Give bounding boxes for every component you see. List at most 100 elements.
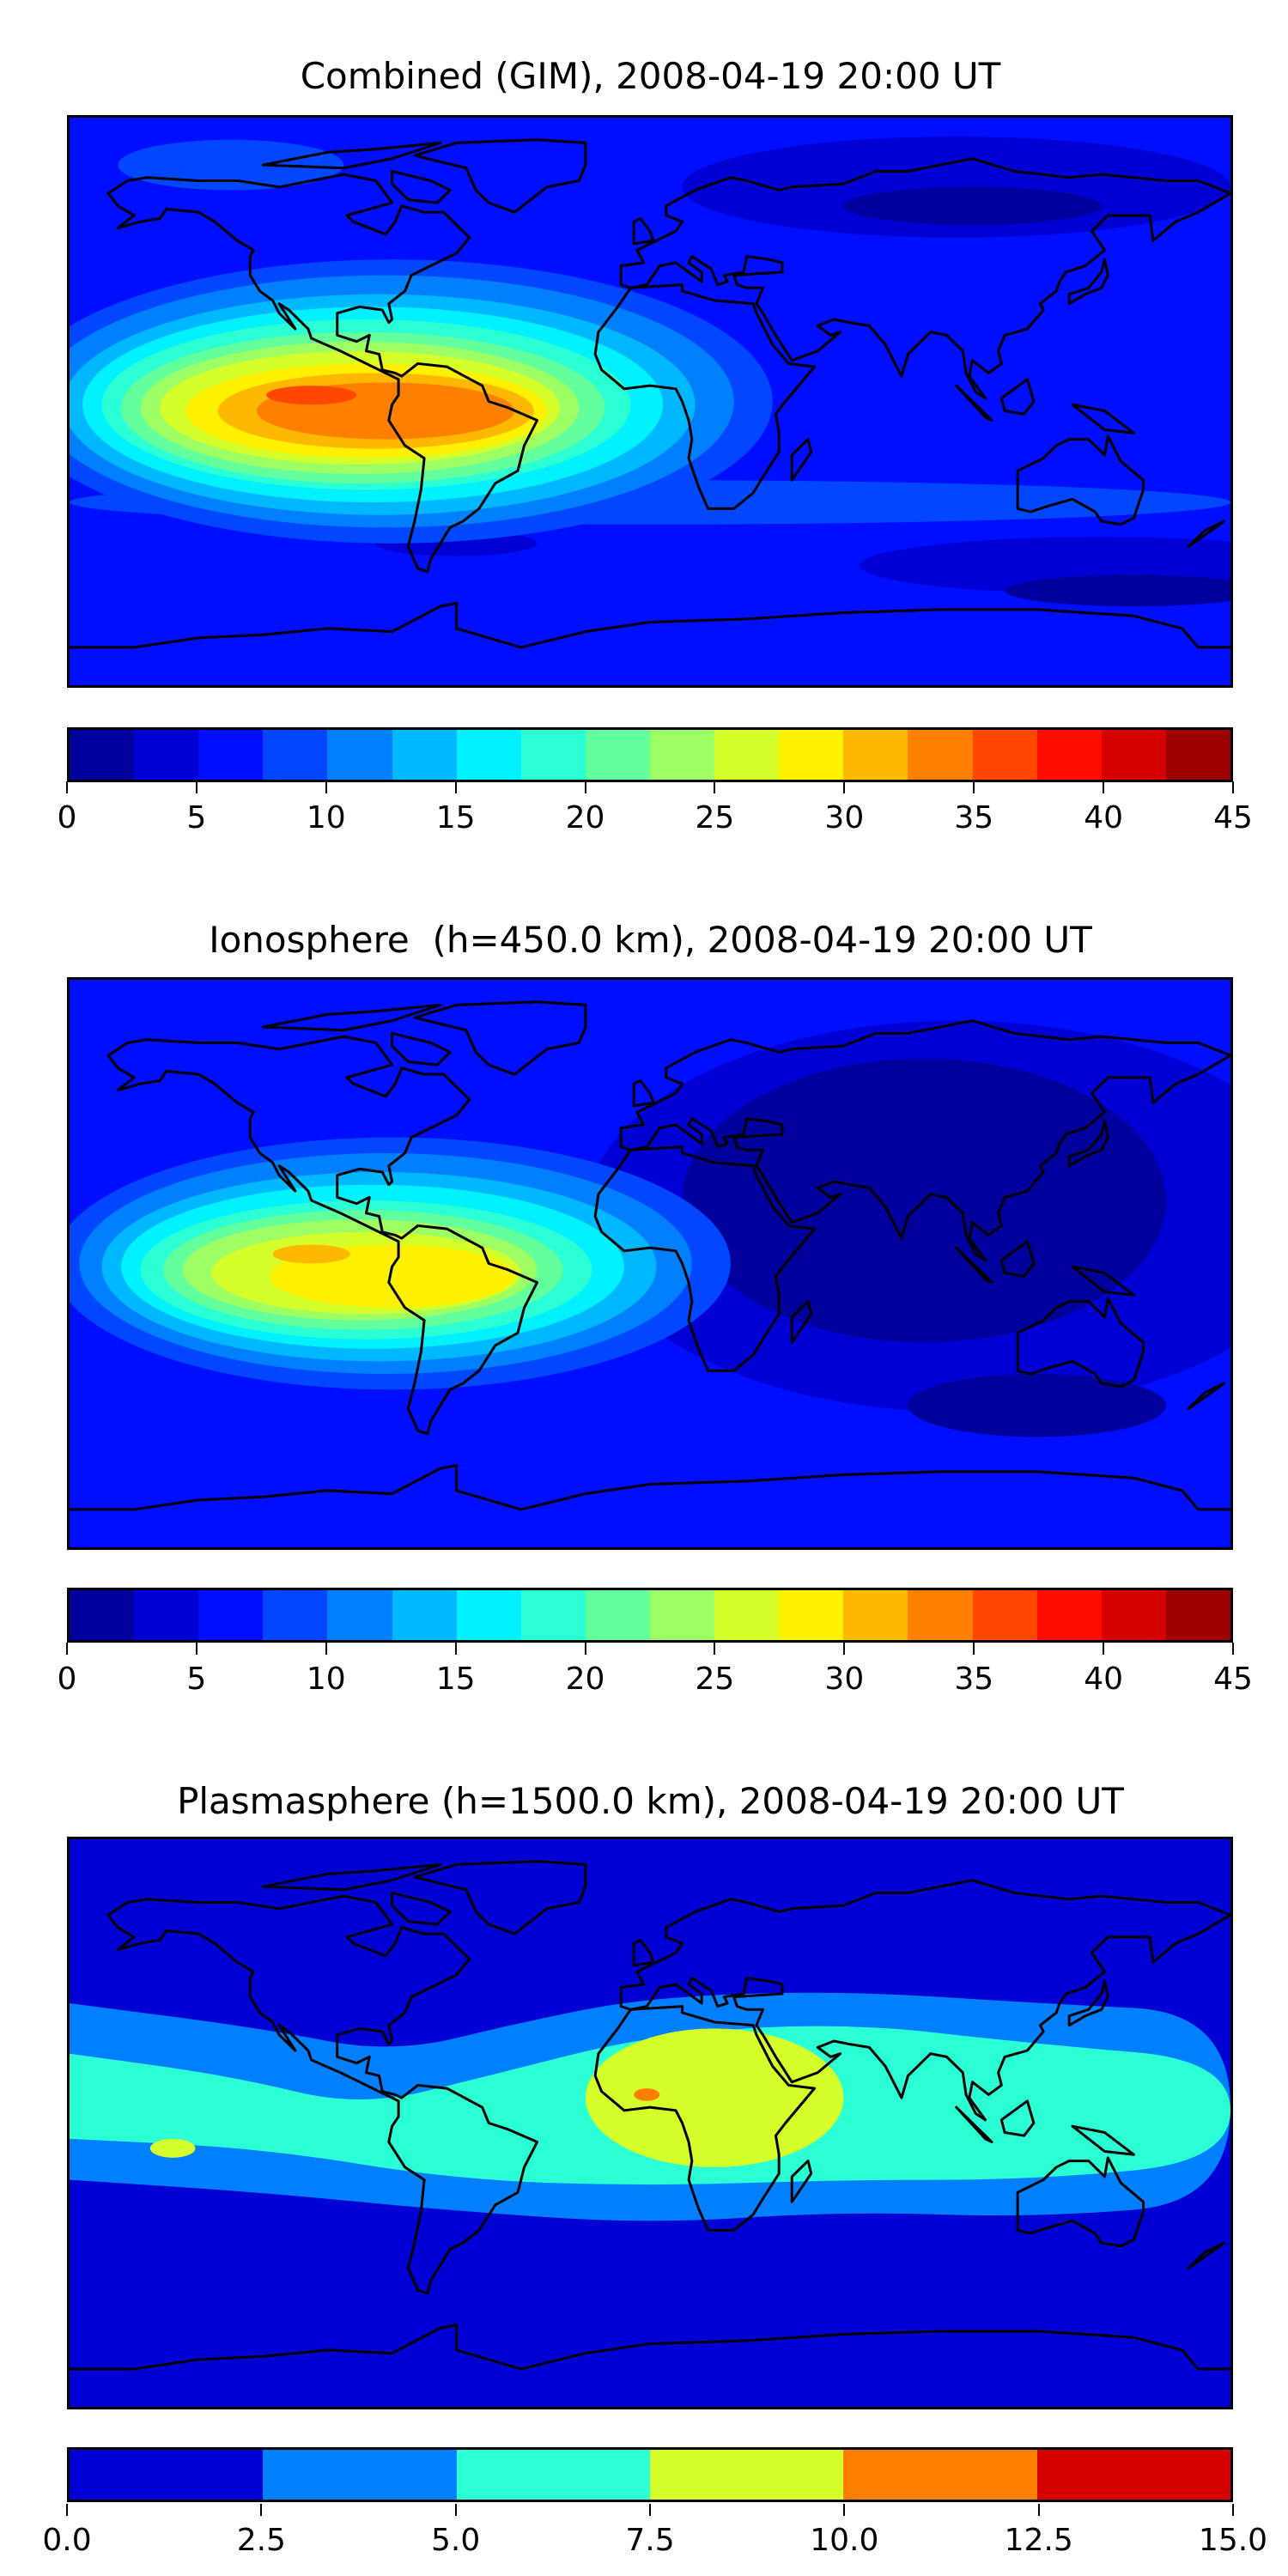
colorbar-segment	[263, 1590, 328, 1640]
colorbar-segment	[1036, 2450, 1230, 2500]
colorbar-segment	[585, 1590, 650, 1640]
map-plasmasphere	[67, 1837, 1233, 2409]
contour-region	[843, 186, 1102, 225]
colorbar-segment	[70, 1590, 135, 1640]
coastline-uk	[634, 1941, 653, 1965]
coastline-borneo	[1001, 2101, 1034, 2136]
colorbar-tick-label: 10.0	[810, 2523, 879, 2558]
colorbar-segment	[70, 2450, 264, 2500]
contour-region	[118, 139, 344, 191]
colorbar-tick-label: 15	[435, 1662, 476, 1697]
colorbar-segment	[779, 730, 844, 780]
coastline-madagascar	[792, 440, 811, 481]
contour-region	[266, 386, 357, 405]
colorbar-tick	[66, 781, 68, 793]
colorbar-segment	[843, 1590, 908, 1640]
contour-region	[908, 1374, 1166, 1437]
contour-region	[585, 2028, 844, 2167]
coastline-baffin	[392, 1893, 451, 1924]
colorbar-segment	[1101, 730, 1166, 780]
colorbar-segment	[843, 2450, 1037, 2500]
coastline-baffin	[392, 171, 451, 203]
colorbar-tick	[260, 2504, 263, 2516]
colorbar-segment	[134, 730, 199, 780]
coastline-arctic	[263, 1005, 440, 1030]
colorbar-tick	[973, 781, 975, 793]
colorbar-tick	[454, 2504, 457, 2516]
coastline-newguinea	[1072, 1267, 1133, 1295]
colorbar-segment	[392, 1590, 457, 1640]
colorbar-tick	[195, 1643, 197, 1655]
colorbar-tick	[714, 781, 716, 793]
coastline-japan	[1069, 259, 1108, 303]
colorbar-tick-label: 15	[435, 800, 476, 835]
coastline-australia	[1018, 1298, 1143, 1387]
coastline-arctic	[263, 143, 440, 167]
coastline-eurasia	[621, 159, 1230, 398]
map-plasmasphere-svg	[70, 1839, 1230, 2407]
colorbar-tick-label: 40	[1084, 1662, 1124, 1697]
coastline-eurasia	[621, 1880, 1230, 2120]
coastline-borneo	[1001, 1242, 1034, 1276]
coastline-africa	[595, 2007, 814, 2231]
coastline-antarctica	[70, 1466, 1230, 1510]
colorbar-segment	[843, 730, 908, 780]
colorbar-tick-label: 10	[306, 1662, 346, 1697]
contour-region	[1005, 574, 1230, 607]
colorbar-ticks-ionosphere: 0 5 10 15 20 25 30 35 40 45	[58, 1643, 1253, 1703]
colorbar-tick	[649, 2504, 651, 2516]
coastline-australia	[1018, 2158, 1143, 2246]
colorbar-tick	[66, 2504, 68, 2516]
colorbar-tick-label: 15.0	[1198, 2523, 1268, 2558]
colorbar-tick-label: 7.5	[625, 2523, 675, 2558]
colorbar-segment	[392, 730, 457, 780]
colorbar-segment	[456, 2450, 650, 2500]
colorbar-tick-label: 30	[824, 800, 865, 835]
coastline-greenland	[415, 140, 586, 212]
colorbar-tick	[1103, 1643, 1105, 1655]
colorbar-segment	[779, 1590, 844, 1640]
colorbar-tick-label: 25	[695, 800, 735, 835]
colorbar-segment	[327, 1590, 392, 1640]
colorbar-segment	[520, 730, 586, 780]
colorbar-tick-label: 45	[1213, 800, 1253, 835]
coastline-sumatra	[957, 1248, 992, 1282]
colorbar-tick-label: 0	[57, 1662, 77, 1697]
colorbar-segment	[198, 730, 264, 780]
coastline-newguinea	[1072, 2126, 1133, 2154]
colorbar-segment	[908, 1590, 973, 1640]
colorbar-segment	[714, 1590, 780, 1640]
map-ionosphere	[67, 977, 1233, 1550]
colorbar-segment	[649, 2450, 844, 2500]
map-combined-svg	[70, 118, 1230, 685]
coastline-madagascar	[792, 2161, 811, 2202]
colorbar-tick-label: 35	[954, 800, 994, 835]
coastline-greenland	[415, 1862, 586, 1934]
colorbar-combined	[67, 727, 1233, 782]
colorbar-tick-label: 20	[565, 800, 605, 835]
title-combined: Combined (GIM), 2008-04-19 20:00 UT	[300, 55, 1001, 97]
colorbar-tick	[454, 781, 457, 793]
colorbar-segment	[714, 730, 780, 780]
colorbar-tick	[584, 1643, 586, 1655]
title-ionosphere: Ionosphere (h=450.0 km), 2008-04-19 20:0…	[209, 919, 1092, 961]
colorbar-segment	[908, 730, 973, 780]
colorbar-tick	[1232, 2504, 1234, 2516]
colorbar-ticks-combined: 0 5 10 15 20 25 30 35 40 45	[58, 781, 1253, 841]
colorbar-tick-label: 40	[1084, 800, 1124, 835]
colorbar-tick	[1103, 781, 1105, 793]
coastline-namerica	[108, 174, 537, 572]
coastline-antarctica	[70, 604, 1230, 647]
colorbar-segment	[649, 1590, 715, 1640]
colorbar-segment	[327, 730, 392, 780]
coastline-baffin	[392, 1033, 451, 1065]
coastline-eurasia	[621, 1021, 1230, 1261]
coastline-australia	[1018, 436, 1143, 525]
colorbar-tick-label: 45	[1213, 1662, 1253, 1697]
colorbar-tick-label: 5	[186, 1662, 207, 1697]
colorbar-segment	[263, 730, 328, 780]
colorbar-segment	[263, 2450, 457, 2500]
coastline-newzealand	[1188, 2243, 1224, 2268]
colorbar-tick-label: 5.0	[431, 2523, 481, 2558]
contour-region	[272, 1244, 350, 1264]
